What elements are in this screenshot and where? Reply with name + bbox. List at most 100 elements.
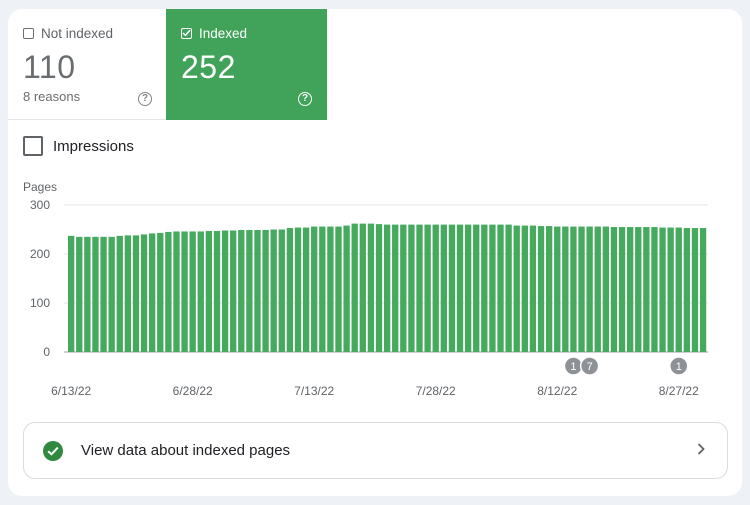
chart-bar[interactable] [424, 224, 431, 352]
chart-bar[interactable] [610, 227, 618, 352]
chart-bar[interactable] [626, 227, 634, 352]
not-indexed-tile[interactable]: Not indexed 110 8 reasons ? [8, 9, 166, 120]
unchecked-checkbox-icon[interactable] [23, 27, 34, 39]
chart-bar[interactable] [618, 227, 626, 352]
chart-bar[interactable] [181, 231, 188, 352]
annotation-marker[interactable]: 1 [563, 356, 584, 376]
chart-bar[interactable] [221, 230, 229, 352]
chart-bar[interactable] [140, 234, 148, 352]
chart-bar[interactable] [165, 231, 172, 352]
chart-bar[interactable] [635, 227, 642, 352]
chart-bar[interactable] [594, 226, 601, 352]
chart-bar[interactable] [562, 226, 569, 352]
chart-bar[interactable] [529, 225, 537, 352]
chart-bar[interactable] [311, 226, 318, 352]
chart-bar[interactable] [92, 236, 99, 352]
chart-bar[interactable] [473, 224, 480, 352]
view-indexed-pages-button[interactable]: View data about indexed pages [23, 422, 728, 479]
chart-bar[interactable] [691, 228, 699, 352]
chart-bar[interactable] [554, 226, 561, 352]
chart-bar[interactable] [213, 230, 221, 352]
chart-bar[interactable] [319, 226, 326, 352]
chart-bar[interactable] [76, 236, 83, 352]
chart-bar[interactable] [383, 224, 391, 352]
chart-bar[interactable] [699, 228, 707, 352]
chart-bar[interactable] [448, 224, 456, 352]
help-icon[interactable]: ? [138, 92, 152, 106]
chart-bar[interactable] [132, 235, 140, 352]
chart-bar[interactable] [545, 226, 553, 352]
chart-bar[interactable] [578, 226, 585, 352]
chart-bar[interactable] [343, 225, 350, 352]
view-indexed-pages-label: View data about indexed pages [81, 442, 291, 459]
chart-bar[interactable] [286, 228, 294, 352]
annotation-marker[interactable]: 1 [669, 356, 689, 376]
chart-bar[interactable] [521, 225, 528, 352]
chart-bar[interactable] [116, 235, 123, 352]
chart-bar[interactable] [84, 236, 91, 352]
chart-bar[interactable] [456, 224, 464, 352]
chart-bar[interactable] [197, 231, 204, 352]
indexed-count: 252 [181, 49, 236, 85]
chart-bar[interactable] [481, 224, 488, 352]
chart-bar[interactable] [586, 226, 593, 352]
chart-bar[interactable] [440, 224, 447, 352]
chart-bar[interactable] [497, 224, 504, 352]
chart-bar[interactable] [416, 224, 423, 352]
chart-bar[interactable] [683, 228, 691, 352]
chart-bar[interactable] [100, 236, 107, 352]
chart-bar[interactable] [270, 229, 277, 353]
not-indexed-header: Not indexed [23, 25, 166, 41]
chart-bar[interactable] [367, 223, 375, 352]
chart-bar[interactable] [157, 232, 164, 352]
chart-bar[interactable] [643, 227, 650, 352]
chart-bar[interactable] [327, 226, 334, 352]
chart-bar[interactable] [667, 227, 674, 352]
chart-bar[interactable] [570, 226, 577, 352]
chart-bar[interactable] [392, 224, 399, 352]
chart-bar[interactable] [108, 236, 115, 352]
chart-bar[interactable] [294, 227, 302, 352]
chart-bar[interactable] [602, 226, 609, 352]
checked-checkbox-icon[interactable] [181, 27, 192, 39]
y-tick-label: 0 [43, 345, 50, 359]
x-tick-label: 8/12/22 [537, 384, 577, 398]
chart-bar[interactable] [659, 227, 666, 352]
chart-bar[interactable] [335, 226, 342, 352]
chart-bar[interactable] [278, 229, 285, 353]
chart-bar[interactable] [513, 225, 520, 352]
chart-bar[interactable] [408, 224, 415, 352]
chart-bar[interactable] [651, 227, 658, 352]
chart-bar[interactable] [189, 231, 196, 352]
impressions-checkbox[interactable] [23, 136, 43, 156]
chart-bar[interactable] [375, 224, 383, 352]
chart-bar[interactable] [238, 229, 245, 352]
chart-bar[interactable] [505, 224, 512, 352]
annotation-marker[interactable]: 7 [579, 356, 600, 376]
chart-bar[interactable] [262, 229, 269, 352]
help-icon[interactable]: ? [298, 92, 312, 106]
chart-bar[interactable] [464, 224, 472, 352]
chart-bar[interactable] [149, 233, 156, 352]
chart-bar[interactable] [400, 224, 407, 352]
chart-bar[interactable] [68, 235, 75, 352]
chart-bar[interactable] [173, 231, 180, 352]
y-axis-label: Pages [23, 180, 57, 194]
chart-bar[interactable] [124, 235, 132, 352]
chart-bar[interactable] [359, 223, 366, 352]
y-tick-label: 100 [30, 296, 50, 310]
chart-bar[interactable] [254, 229, 261, 352]
chart-bar[interactable] [432, 224, 439, 352]
chart-bar[interactable] [302, 227, 310, 352]
chart-bar[interactable] [351, 223, 358, 352]
impressions-toggle[interactable]: Impressions [23, 136, 134, 156]
chart-bar[interactable] [675, 227, 682, 352]
chart-bar[interactable] [230, 230, 237, 352]
chart-bar[interactable] [489, 224, 496, 352]
x-tick-label: 7/13/22 [294, 384, 334, 398]
chart-bar[interactable] [246, 229, 253, 352]
indexed-tile[interactable]: Indexed 252 ? [166, 9, 327, 120]
chart-bar[interactable] [537, 226, 545, 352]
annotation-label: 1 [570, 361, 576, 373]
chart-bar[interactable] [205, 230, 213, 352]
